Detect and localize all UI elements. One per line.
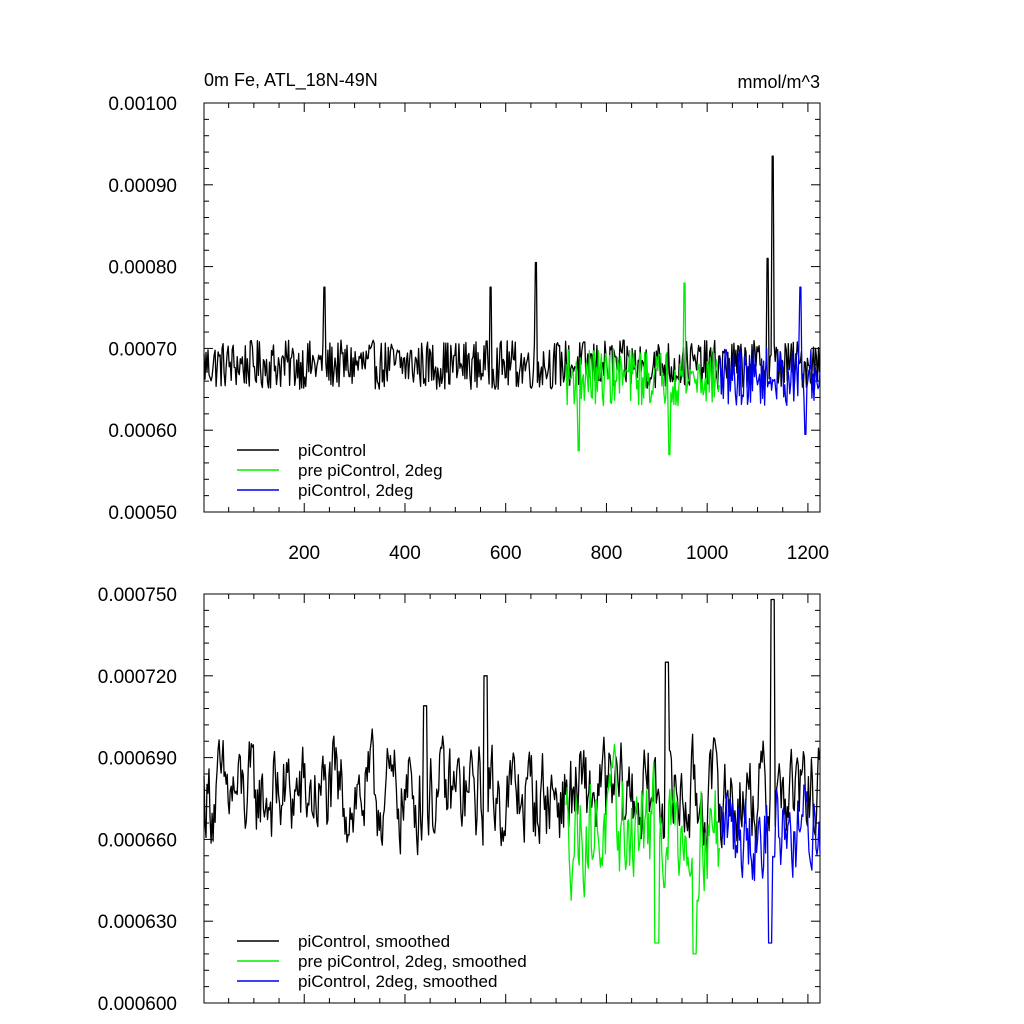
figure-title: 0m Fe, ATL_18N-49N [204,70,378,91]
series-line [719,784,821,944]
y-tick-label: 0.000720 [98,667,177,688]
smoothed-panel: 0.000600 0.000630 0.000660 0.000690 0.000720… [98,585,821,1015]
x-tick-label: 800 [591,543,623,564]
units-label: mmol/m^3 [738,72,820,92]
y-tick-label: 0.00090 [108,176,177,197]
legend-label: pre piControl, 2deg, smoothed [298,952,527,971]
series-line [718,286,821,435]
legend-label: pre piControl, 2deg [298,461,443,480]
legend-label: piControl [298,441,366,460]
x-tick-label: 600 [490,543,522,564]
x-tick-label: 400 [389,543,421,564]
y-tick-label: 0.00100 [108,94,177,115]
y-tick-label: 0.000660 [98,830,177,851]
legend-label: piControl, smoothed [298,932,450,951]
legend-label: piControl, 2deg, smoothed [298,972,497,991]
y-tick-label: 0.000630 [98,912,177,933]
plot-frame [203,102,821,513]
y-tick-label: 0.000690 [98,749,177,770]
series-line [203,598,821,856]
y-tick-label: 0.00080 [108,258,177,279]
raw-panel: 0.00050 0.00060 0.00070 0.00080 0.00090 0.001… [108,94,829,564]
legend-label: piControl, 2deg [298,481,413,500]
y-tick-label: 0.000750 [98,585,177,606]
x-tick-label: 1200 [787,543,829,564]
series-line [203,155,821,390]
y-tick-label: 0.000600 [98,994,177,1015]
y-tick-label: 0.00060 [108,421,177,442]
series-line [565,282,720,456]
y-tick-label: 0.00050 [108,503,177,524]
x-tick-label: 200 [288,543,320,564]
x-tick-label: 1000 [686,543,728,564]
series-line [565,743,720,955]
y-tick-label: 0.00070 [108,339,177,360]
